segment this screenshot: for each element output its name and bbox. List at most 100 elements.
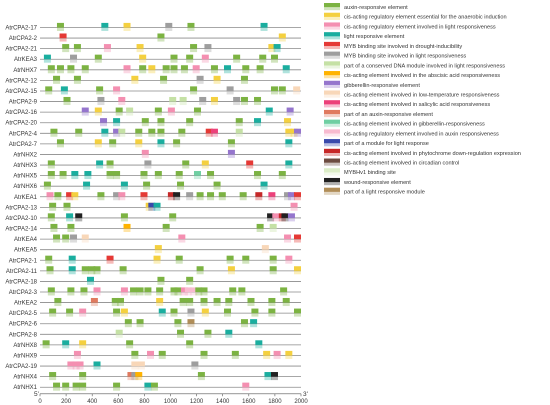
gene-label: AtrCPA2-7 <box>9 142 38 148</box>
motif-mark <box>294 192 301 201</box>
motif-shadow <box>204 48 212 53</box>
motif-top <box>191 361 199 367</box>
motif-mark <box>62 340 70 349</box>
motif-mark <box>67 361 75 370</box>
motif-top <box>170 54 178 60</box>
motif-mark <box>53 234 61 243</box>
legend-swatch-shadow <box>324 84 340 88</box>
legend-label: cis-acting element involved in gibberell… <box>344 122 485 128</box>
legend: auxin-responsive element cis-acting regul… <box>324 3 521 196</box>
motif-mark <box>182 160 190 169</box>
motif-mark <box>154 107 162 116</box>
motif-mark <box>131 75 139 84</box>
motif-top <box>284 118 292 123</box>
motif-top <box>158 350 166 356</box>
motif-shadow <box>264 376 272 381</box>
motif-mark <box>154 171 162 180</box>
motif-mark <box>240 319 248 328</box>
motif-shadow <box>130 292 138 296</box>
motif-top <box>53 75 61 81</box>
motif-top <box>269 266 277 271</box>
motif-shadow <box>192 69 200 74</box>
motif-shadow <box>178 133 186 137</box>
motif-shadow <box>294 270 301 275</box>
motif-shadow <box>94 59 102 63</box>
motif-top <box>285 350 293 356</box>
motif-top <box>269 223 277 229</box>
motif-shadow <box>287 196 295 201</box>
motif-mark <box>192 65 200 74</box>
x-tick-label: 400 <box>87 399 98 405</box>
motif-shadow <box>173 143 181 148</box>
motif-shadow <box>224 69 232 74</box>
motif-mark <box>81 107 89 116</box>
motif-mark <box>173 139 181 148</box>
motif-top <box>207 192 215 197</box>
motif-mark <box>272 213 280 222</box>
motif-top <box>173 192 181 197</box>
motif-mark <box>56 22 64 31</box>
motif-shadow <box>47 69 55 74</box>
motif-mark <box>240 75 248 84</box>
motif-shadow <box>148 69 156 74</box>
x-tick-label: 800 <box>139 399 150 405</box>
motif-mark <box>246 160 254 169</box>
motif-mark <box>124 319 132 328</box>
gene-label: AtrNHX6 <box>13 184 37 190</box>
motif-shadow <box>150 387 158 391</box>
motif-mark <box>177 329 185 338</box>
motif-top <box>226 255 234 261</box>
motif-top <box>118 192 126 197</box>
motif-top <box>210 128 218 134</box>
motif-mark <box>140 171 148 180</box>
motif-shadow <box>204 334 212 338</box>
motif-top <box>180 287 188 292</box>
motif-top <box>233 54 241 60</box>
motif-mark <box>207 192 215 201</box>
motif-shadow <box>268 302 276 307</box>
legend-swatch <box>324 71 340 76</box>
motif-shadow <box>294 239 301 243</box>
motif-shadow <box>213 186 221 190</box>
motif-mark <box>233 96 241 106</box>
legend-item: cis-acting element involved in low-tempe… <box>324 90 500 98</box>
motif-mark <box>294 266 301 275</box>
x-axis-ticks: 0 200 400 600 800 1000 1200 1400 1600 1800 2000 <box>38 393 308 405</box>
motif-top <box>131 361 139 367</box>
motif-mark <box>62 382 70 391</box>
motif-top <box>242 255 250 261</box>
motif-mark <box>46 266 54 275</box>
motif-shadow <box>225 334 233 338</box>
motif-shadow <box>113 387 121 391</box>
motif-shadow <box>180 292 188 296</box>
motif-top <box>62 234 70 240</box>
gene-label: AtrNHX7 <box>13 68 37 74</box>
motif-shadow <box>255 344 263 349</box>
motif-top <box>196 192 204 197</box>
motif-shadow <box>81 239 89 243</box>
motif-top <box>76 361 84 367</box>
motif-shadow <box>63 101 71 106</box>
motif-mark <box>113 118 121 127</box>
gene-row: AtrCPA2-16 <box>5 107 301 116</box>
motif-mark <box>199 96 207 106</box>
motif-shadow <box>190 292 198 296</box>
motif-shadow <box>84 175 92 180</box>
motif-top <box>47 171 55 176</box>
motif-top <box>190 86 198 91</box>
gene-row: AtrCPA2-3 <box>9 287 301 296</box>
motif-shadow <box>115 112 123 116</box>
motif-top <box>81 107 89 113</box>
motif-top <box>113 86 121 91</box>
motif-mark <box>156 287 164 296</box>
motif-mark <box>184 287 192 296</box>
motif-mark <box>118 128 126 137</box>
motif-shadow <box>120 217 128 222</box>
motif-mark <box>94 107 102 116</box>
motif-shadow <box>137 366 145 370</box>
motif-mark <box>141 149 149 158</box>
motif-top <box>130 287 138 292</box>
legend-item: cis-acting element involved in phytochro… <box>324 148 521 157</box>
motif-top <box>47 287 55 292</box>
gene-row: AtrCPA2-15 <box>5 86 301 95</box>
